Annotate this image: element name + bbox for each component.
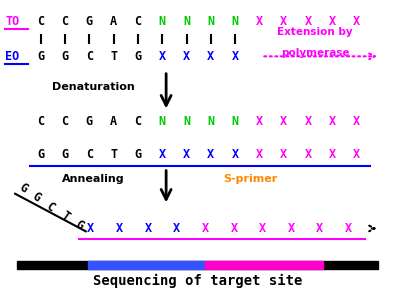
Text: C: C <box>134 115 141 128</box>
Text: X: X <box>316 222 324 235</box>
Text: X: X <box>305 15 312 28</box>
Text: X: X <box>207 50 214 63</box>
Text: G: G <box>72 218 86 233</box>
Text: N: N <box>231 15 239 28</box>
Text: G: G <box>30 190 43 205</box>
Text: C: C <box>37 115 44 128</box>
Text: X: X <box>305 115 312 128</box>
Text: Sequencing of target site: Sequencing of target site <box>93 274 302 288</box>
Text: X: X <box>231 50 239 63</box>
Text: C: C <box>134 15 141 28</box>
Text: X: X <box>159 148 166 161</box>
Text: X: X <box>353 115 360 128</box>
Text: N: N <box>183 115 190 128</box>
Text: X: X <box>329 15 336 28</box>
Text: G: G <box>37 50 44 63</box>
Text: G: G <box>37 148 44 161</box>
Text: Denaturation: Denaturation <box>52 82 135 92</box>
Text: G: G <box>61 148 68 161</box>
Text: G: G <box>134 148 141 161</box>
Text: X: X <box>183 50 190 63</box>
Text: X: X <box>173 222 180 235</box>
Text: X: X <box>256 115 263 128</box>
Text: X: X <box>231 148 239 161</box>
Text: X: X <box>280 148 287 161</box>
Text: C: C <box>44 199 57 214</box>
Text: X: X <box>305 148 312 161</box>
Text: N: N <box>231 115 239 128</box>
Text: X: X <box>353 148 360 161</box>
Text: S-primer: S-primer <box>223 174 278 184</box>
Text: X: X <box>230 222 237 235</box>
Text: X: X <box>259 222 266 235</box>
Text: G: G <box>16 180 30 195</box>
Text: C: C <box>86 50 93 63</box>
Bar <box>88 261 205 269</box>
Text: Extension by: Extension by <box>277 27 353 37</box>
Text: EO: EO <box>5 50 20 63</box>
Text: A: A <box>110 115 117 128</box>
Text: G: G <box>61 50 68 63</box>
Text: Annealing: Annealing <box>62 174 125 184</box>
Text: A: A <box>110 15 117 28</box>
Text: T: T <box>110 148 117 161</box>
Text: X: X <box>183 148 190 161</box>
Text: X: X <box>280 115 287 128</box>
Text: N: N <box>207 115 214 128</box>
Text: C: C <box>61 115 68 128</box>
Text: X: X <box>288 222 295 235</box>
Text: X: X <box>202 222 209 235</box>
Text: C: C <box>86 148 93 161</box>
Text: G: G <box>86 15 93 28</box>
Text: X: X <box>159 50 166 63</box>
Text: C: C <box>61 15 68 28</box>
Text: X: X <box>207 148 214 161</box>
Text: X: X <box>145 222 152 235</box>
Text: X: X <box>87 222 94 235</box>
Text: X: X <box>329 148 336 161</box>
Text: X: X <box>353 15 360 28</box>
Text: X: X <box>256 15 263 28</box>
Text: X: X <box>116 222 123 235</box>
Text: C: C <box>37 15 44 28</box>
Text: N: N <box>207 15 214 28</box>
Text: X: X <box>280 15 287 28</box>
Text: G: G <box>86 115 93 128</box>
Text: TO: TO <box>5 15 20 28</box>
Text: X: X <box>345 222 352 235</box>
Text: polymerase: polymerase <box>281 48 350 58</box>
Text: T: T <box>110 50 117 63</box>
Bar <box>205 261 323 269</box>
Text: N: N <box>159 15 166 28</box>
Text: T: T <box>58 208 71 223</box>
Text: X: X <box>329 115 336 128</box>
Bar <box>17 261 378 269</box>
Text: X: X <box>256 148 263 161</box>
Text: N: N <box>159 115 166 128</box>
Text: G: G <box>134 50 141 63</box>
Text: N: N <box>183 15 190 28</box>
